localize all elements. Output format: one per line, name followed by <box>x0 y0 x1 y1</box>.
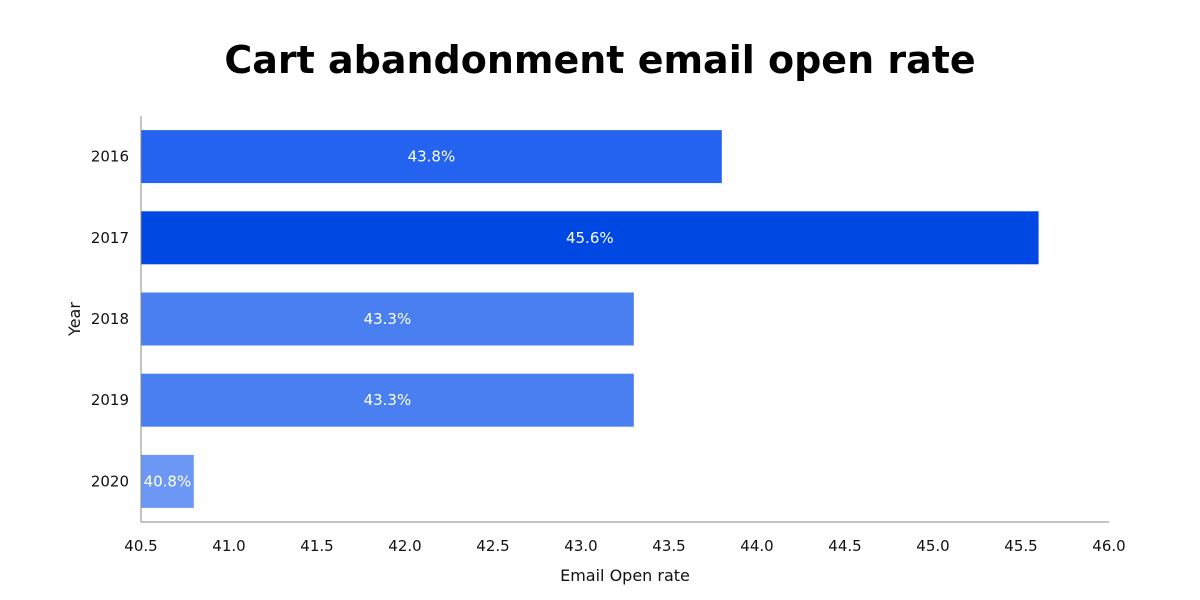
x-tick-label: 44.0 <box>740 537 773 555</box>
y-tick-label-2017: 2017 <box>91 229 129 247</box>
x-tick-label: 40.5 <box>124 537 157 555</box>
x-tick-label: 46.0 <box>1092 537 1125 555</box>
chart-title: Cart abandonment email open rate <box>224 38 976 82</box>
bar-2018 <box>141 292 634 346</box>
axes-layer <box>140 116 1109 523</box>
bar-value-label-2016: 43.8% <box>408 148 456 166</box>
y-tick-label-2020: 2020 <box>91 472 129 490</box>
x-tick-label: 42.0 <box>388 537 421 555</box>
bar-value-label-2017: 45.6% <box>566 229 614 247</box>
bar-2016 <box>141 130 722 184</box>
x-ticks: 40.5 41.0 41.5 42.0 42.5 43.0 43.5 44.0 44.5 45.0… <box>124 537 1125 555</box>
x-tick-label: 45.5 <box>1004 537 1037 555</box>
bar-2020 <box>141 454 194 508</box>
y-axis-title: Year <box>65 302 84 337</box>
x-tick-label: 43.5 <box>652 537 685 555</box>
x-tick-label: 45.0 <box>916 537 949 555</box>
y-ticks: 2016 2017 2018 2019 2020 <box>91 148 129 491</box>
bar-2017 <box>141 211 1039 265</box>
x-tick-label: 41.5 <box>300 537 333 555</box>
y-tick-label-2019: 2019 <box>91 391 129 409</box>
bar-2019 <box>141 373 634 427</box>
x-tick-label: 41.0 <box>212 537 245 555</box>
x-axis-title: Email Open rate <box>560 566 690 585</box>
bar-value-label-2020: 40.8% <box>144 472 192 490</box>
y-tick-label-2018: 2018 <box>91 310 129 328</box>
x-tick-label: 42.5 <box>476 537 509 555</box>
y-tick-label-2016: 2016 <box>91 148 129 166</box>
bars-layer: 43.8% 45.6% 43.3% 43.3% 40.8% <box>141 130 1039 508</box>
bar-value-label-2018: 43.3% <box>364 310 412 328</box>
x-tick-label: 44.5 <box>828 537 861 555</box>
bar-value-label-2019: 43.3% <box>364 391 412 409</box>
x-tick-label: 43.0 <box>564 537 597 555</box>
